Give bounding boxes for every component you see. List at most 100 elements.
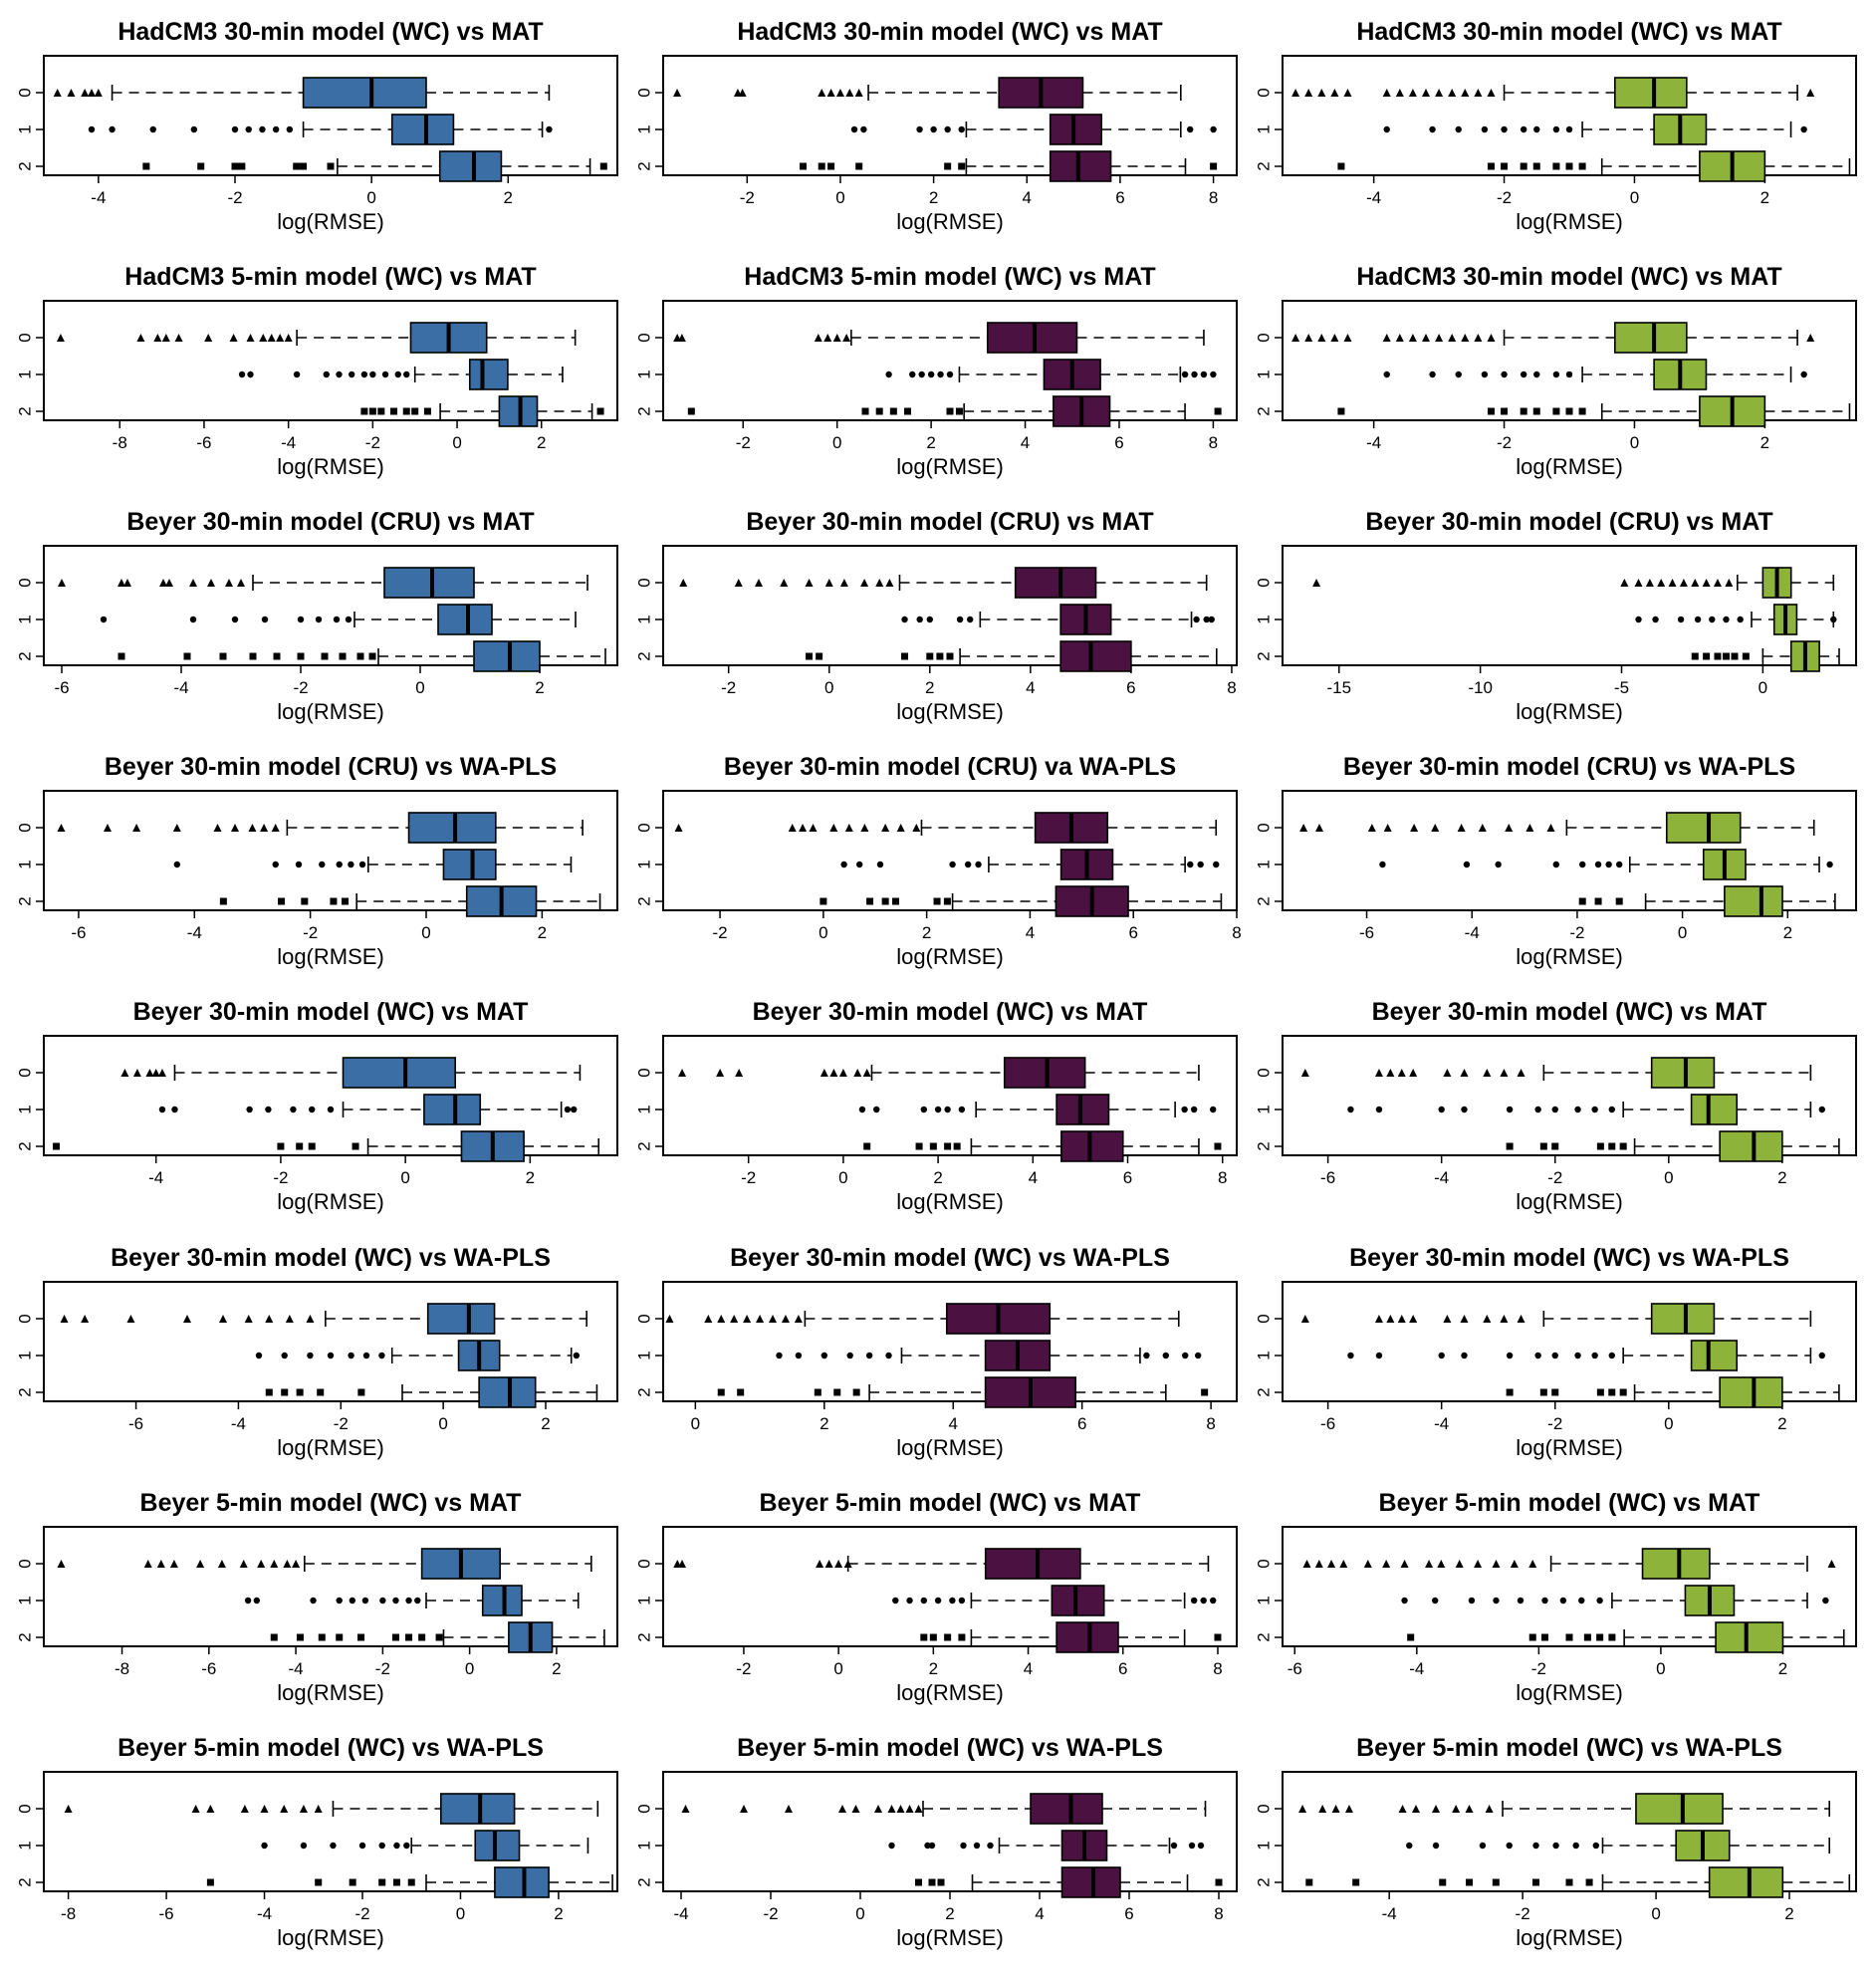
outlier-point [272,125,280,133]
x-tick-label: 0 [1664,1168,1673,1187]
outlier-point [1605,861,1612,868]
box-category-1 [901,604,1215,635]
outlier-point [832,334,841,342]
chart-title: Beyer 30-min model (WC) vs MAT [1372,998,1767,1026]
outlier-point [920,1106,928,1113]
x-tick-label: -4 [148,1168,163,1187]
outlier-point [1452,1805,1461,1813]
iqr-box [342,1057,457,1089]
outlier-point [1525,824,1534,832]
outlier-point [1386,1315,1395,1323]
chart-title: Beyer 30-min model (WC) vs MAT [753,998,1148,1026]
chart-title: Beyer 5-min model (WC) vs MAT [760,1489,1141,1517]
outlier-point [1187,861,1194,868]
outlier-point [1186,125,1194,133]
x-tick-label: -4 [281,433,296,452]
outlier-point [1383,371,1390,378]
outlier-point [286,125,294,133]
iqr-box [1614,77,1688,109]
outlier-point [1457,824,1466,832]
x-tick-label: 2 [925,678,934,697]
outlier-point [1565,125,1573,133]
outlier-point [1463,861,1471,868]
outlier-point [827,162,835,170]
outlier-point [958,1106,966,1113]
outlier-point [858,1106,866,1113]
box-category-2 [53,1130,600,1162]
outlier-point [53,89,62,97]
outlier-point [944,1633,952,1641]
outlier-point [1374,1315,1383,1323]
outlier-point [987,1842,994,1850]
outlier-point [1501,407,1509,415]
box-category-0 [120,1057,582,1089]
outlier-point [861,407,869,415]
outlier-point [1347,1352,1354,1359]
outlier-point [1343,89,1352,97]
box-category-2 [1506,1130,1840,1162]
x-tick-label: -8 [115,1659,129,1678]
outlier-point [1691,652,1699,660]
outlier-point [596,407,604,415]
outlier-point [956,616,964,623]
outlier-point [403,1842,410,1850]
x-tick-label: -6 [1320,1168,1335,1187]
outlier-point [674,824,683,832]
outlier-point [1291,334,1300,342]
outlier-point [1501,125,1508,133]
outlier-point [926,652,934,660]
x-tick-label: -2 [763,1904,778,1923]
outlier-point [296,1633,304,1641]
x-tick-label: -6 [201,1659,216,1678]
x-tick-label: -4 [289,1659,304,1678]
chart-panel-17: Beyer 30-min model (WC) vs WA-PLS 0 1 2 0 2 4 6… [634,1244,1238,1460]
outlier-point [1500,1069,1509,1077]
outlier-point [246,1106,253,1113]
outlier-point [126,1315,135,1323]
outlier-point [245,125,252,133]
outlier-point [231,162,239,170]
x-axis-label: log(RMSE) [1516,1189,1623,1214]
outlier-point [190,125,198,133]
outlier-point [1214,1633,1222,1641]
outlier-point [1520,407,1527,415]
iqr-box [984,1548,1081,1580]
outlier-point [183,1315,191,1323]
outlier-point [1495,861,1502,868]
box-category-1 [1401,1585,1829,1616]
box-category-0 [673,77,1182,109]
outlier-point [161,334,170,342]
chart-panel-6: HadCM3 30-min model (WC) vs MAT 0 1 2 -4 -2 0 2… [1254,263,1857,479]
outlier-point [189,616,197,623]
chart-title: Beyer 30-min model (CRU) va WA-PLS [724,753,1176,781]
x-tick-label: -4 [1434,1168,1449,1187]
outlier-point [1517,1597,1524,1605]
x-tick-label: -2 [375,1659,390,1678]
box-category-2 [265,1376,598,1408]
iqr-box [437,604,493,635]
outlier-point [1565,1633,1573,1641]
outlier-point [1314,824,1323,832]
box-category-1 [173,849,573,880]
outlier-point [57,1560,66,1568]
iqr-box [474,1830,521,1861]
outlier-point [1382,89,1391,97]
outlier-point [67,89,76,97]
x-tick-label: -4 [91,188,106,207]
x-tick-label: 0 [833,1659,842,1678]
outlier-point [1468,1597,1476,1605]
outlier-point [1520,162,1527,170]
box-category-1 [1406,1830,1831,1861]
outlier-point [327,162,335,170]
y-tick-label: 1 [15,124,34,133]
box-category-2 [142,150,607,182]
outlier-point [1487,162,1495,170]
outlier-point [405,1633,413,1641]
outlier-point [240,1805,249,1813]
outlier-point [88,89,96,97]
outlier-point [944,162,952,170]
x-axis-label: log(RMSE) [277,944,384,969]
x-tick-label: -2 [741,1168,756,1187]
x-tick-label: 0 [400,1168,409,1187]
iqr-box [302,77,427,109]
